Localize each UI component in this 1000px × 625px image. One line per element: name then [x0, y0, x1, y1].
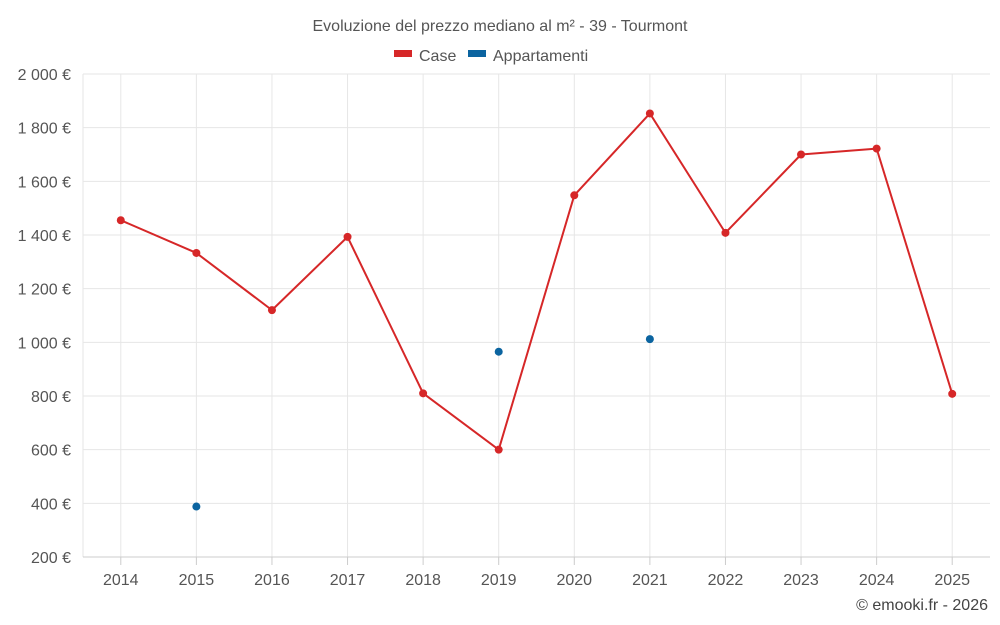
- x-tick-label: 2025: [934, 572, 970, 589]
- y-tick-label: 800 €: [31, 389, 71, 406]
- data-point-appartamenti[interactable]: [494, 347, 503, 356]
- legend-label-appartamenti: Appartamenti: [493, 48, 588, 65]
- data-point-case[interactable]: [948, 389, 957, 398]
- data-point-appartamenti[interactable]: [192, 502, 201, 511]
- y-tick-label: 1 800 €: [18, 121, 71, 138]
- x-tick-label: 2020: [556, 572, 592, 589]
- y-tick-label: 1 400 €: [18, 228, 71, 245]
- x-tick-label: 2017: [330, 572, 366, 589]
- y-tick-label: 1 000 €: [18, 335, 71, 352]
- legend-swatch-case: [394, 50, 412, 57]
- data-point-case[interactable]: [570, 191, 579, 200]
- series-line-case: [120, 112, 954, 451]
- legend-label-case: Case: [419, 48, 456, 65]
- x-tick-label: 2018: [405, 572, 441, 589]
- data-point-case[interactable]: [343, 232, 352, 241]
- legend-item-case[interactable]: Case: [394, 48, 456, 65]
- x-tick-label: 2019: [481, 572, 517, 589]
- legend: Case Appartamenti: [394, 48, 588, 65]
- y-tick-label: 2 000 €: [18, 67, 71, 84]
- y-tick-label: 200 €: [31, 550, 71, 567]
- data-point-case[interactable]: [116, 216, 125, 225]
- x-tick-label: 2021: [632, 572, 668, 589]
- y-tick-label: 600 €: [31, 443, 71, 460]
- data-point-case[interactable]: [267, 306, 276, 315]
- x-tick-label: 2024: [859, 572, 895, 589]
- legend-swatch-appartamenti: [468, 50, 486, 57]
- x-tick-label: 2014: [103, 572, 139, 589]
- data-point-case[interactable]: [192, 248, 201, 257]
- data-point-case[interactable]: [494, 445, 503, 454]
- chart-title: Evoluzione del prezzo mediano al m² - 39…: [313, 18, 689, 35]
- data-point-case[interactable]: [872, 144, 881, 153]
- y-tick-label: 1 600 €: [18, 174, 71, 191]
- axes: 200 € 400 € 600 € 800 € 1 000 € 1 200 € 1 400 …: [18, 67, 990, 589]
- data-point-case[interactable]: [797, 150, 806, 159]
- credit: © emooki.fr - 2026: [856, 597, 988, 614]
- y-tick-label: 1 200 €: [18, 282, 71, 299]
- grid: [83, 73, 990, 557]
- x-tick-label: 2022: [708, 572, 744, 589]
- data-point-appartamenti[interactable]: [645, 335, 654, 344]
- x-tick-label: 2023: [783, 572, 819, 589]
- legend-item-appartamenti[interactable]: Appartamenti: [468, 48, 588, 65]
- x-tick-label: 2015: [179, 572, 215, 589]
- x-tick-label: 2016: [254, 572, 290, 589]
- data-point-case[interactable]: [419, 389, 428, 398]
- data-point-case[interactable]: [721, 228, 730, 237]
- y-tick-label: 400 €: [31, 496, 71, 513]
- series: [116, 109, 957, 511]
- data-point-case[interactable]: [645, 109, 654, 118]
